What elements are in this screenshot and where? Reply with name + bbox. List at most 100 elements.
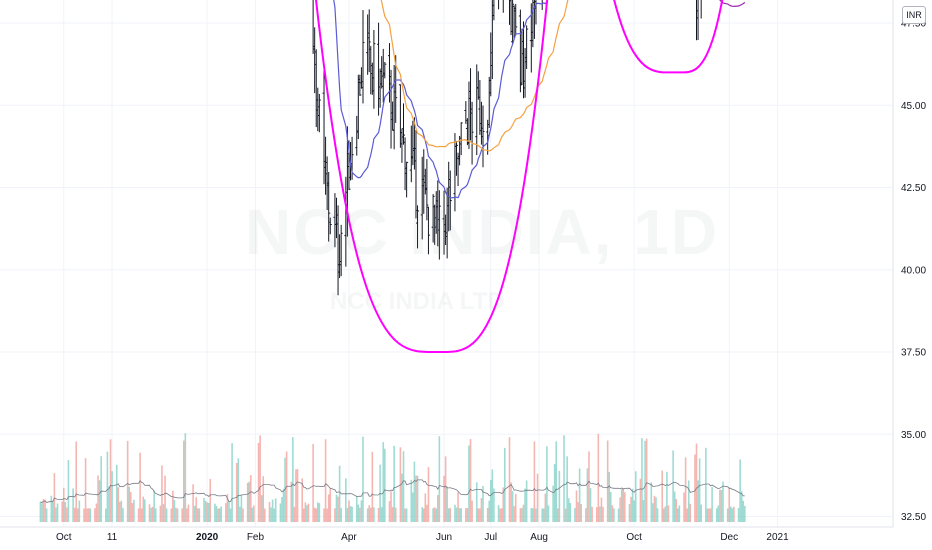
volume-bar: [196, 508, 199, 522]
volume-bar: [128, 486, 131, 522]
volume-bar: [641, 438, 643, 522]
volume-bar: [555, 441, 558, 522]
volume-bar: [547, 505, 550, 522]
volume-bar: [50, 495, 53, 522]
volume-bar: [52, 501, 54, 522]
volume-bar: [502, 487, 505, 522]
volume-bar: [150, 507, 152, 522]
volume-bar: [447, 508, 450, 522]
volume-bar: [284, 457, 286, 522]
volume-bar: [282, 488, 285, 522]
volume-bar: [76, 508, 79, 522]
volume-bar: [415, 475, 417, 522]
volume-bar: [552, 485, 554, 522]
volume-bar: [678, 505, 681, 522]
volume-bar: [95, 503, 98, 522]
volume-bar: [416, 475, 419, 522]
volume-bar: [706, 508, 709, 522]
volume-bar: [239, 506, 241, 522]
volume-bar: [306, 505, 308, 522]
volume-bar: [335, 494, 338, 522]
volume-bar: [633, 500, 635, 522]
volume-bar: [662, 508, 665, 522]
volume-bar: [115, 464, 118, 522]
volume-bar: [292, 437, 294, 522]
volume-bar: [720, 489, 723, 522]
volume-bar: [546, 446, 548, 522]
volume-bar: [100, 456, 102, 522]
volume-bar: [683, 492, 685, 522]
volume-bar: [667, 505, 670, 522]
volume-bar: [489, 480, 492, 522]
volume-bar: [491, 469, 494, 522]
volume-bar: [253, 505, 255, 522]
volume-bar: [424, 493, 427, 522]
volume-bar: [83, 508, 85, 522]
volume-bar: [301, 478, 304, 522]
volume-bar: [639, 478, 642, 522]
volume-bar: [231, 443, 233, 522]
volume-bar: [126, 440, 129, 522]
volume-bar: [235, 463, 238, 522]
volume-bar: [731, 508, 734, 522]
volume-bar: [530, 508, 533, 522]
volume-bar: [382, 442, 385, 522]
volume-bar: [588, 451, 590, 522]
volume-bar: [184, 433, 187, 522]
volume-bar: [274, 498, 277, 522]
volume-bar: [384, 448, 386, 522]
volume-bar: [66, 507, 68, 522]
volume-bar: [410, 479, 413, 522]
volume-bar: [218, 508, 221, 522]
volume-bar: [307, 503, 310, 522]
volume-bar: [457, 492, 459, 522]
volume-bar: [686, 508, 688, 522]
currency-button[interactable]: INR: [902, 6, 926, 24]
volume-bar: [477, 508, 480, 522]
volume-bars: [39, 433, 746, 522]
volume-bar: [717, 505, 720, 522]
volume-bar: [228, 501, 230, 522]
volume-bar: [368, 505, 371, 522]
volume-bar: [304, 502, 307, 522]
volume-bar: [206, 502, 208, 522]
volume-bar: [225, 503, 227, 522]
volume-bar: [360, 500, 363, 522]
volume-bar: [87, 508, 90, 522]
volume-bar: [504, 447, 506, 522]
volume-bar: [111, 471, 113, 522]
volume-bar: [176, 508, 179, 522]
volume-bar: [89, 508, 92, 522]
volume-bar: [148, 504, 151, 522]
volume-bar: [471, 500, 473, 522]
volume-bar: [109, 439, 112, 522]
volume-bar: [161, 465, 163, 522]
volume-bar: [619, 497, 621, 522]
volume-bar: [544, 493, 547, 522]
volume-bar: [608, 471, 611, 522]
volume-bar: [446, 486, 448, 522]
volume-bar: [296, 469, 299, 522]
volume-bar: [270, 507, 272, 522]
volume-bar: [536, 473, 539, 522]
volume-bar: [413, 461, 416, 522]
volume-bar: [133, 499, 135, 522]
volume-bar: [262, 476, 265, 522]
volume-average-line: [40, 479, 745, 503]
volume-bar: [630, 496, 632, 522]
volume-bar: [586, 468, 589, 522]
volume-bar: [273, 508, 275, 522]
volume-bar: [739, 459, 741, 522]
volume-bar: [617, 508, 620, 522]
volume-bar: [337, 496, 339, 522]
volume-bar: [119, 501, 121, 522]
cup-curve: [315, 0, 549, 354]
volume-bar: [556, 508, 559, 522]
volume-bar: [569, 502, 572, 522]
volume-bar: [182, 440, 185, 522]
volume-bar: [700, 504, 702, 522]
volume-bar: [719, 489, 721, 522]
moving-average-line: [380, 0, 569, 152]
x-tick-label: 11: [107, 532, 118, 543]
